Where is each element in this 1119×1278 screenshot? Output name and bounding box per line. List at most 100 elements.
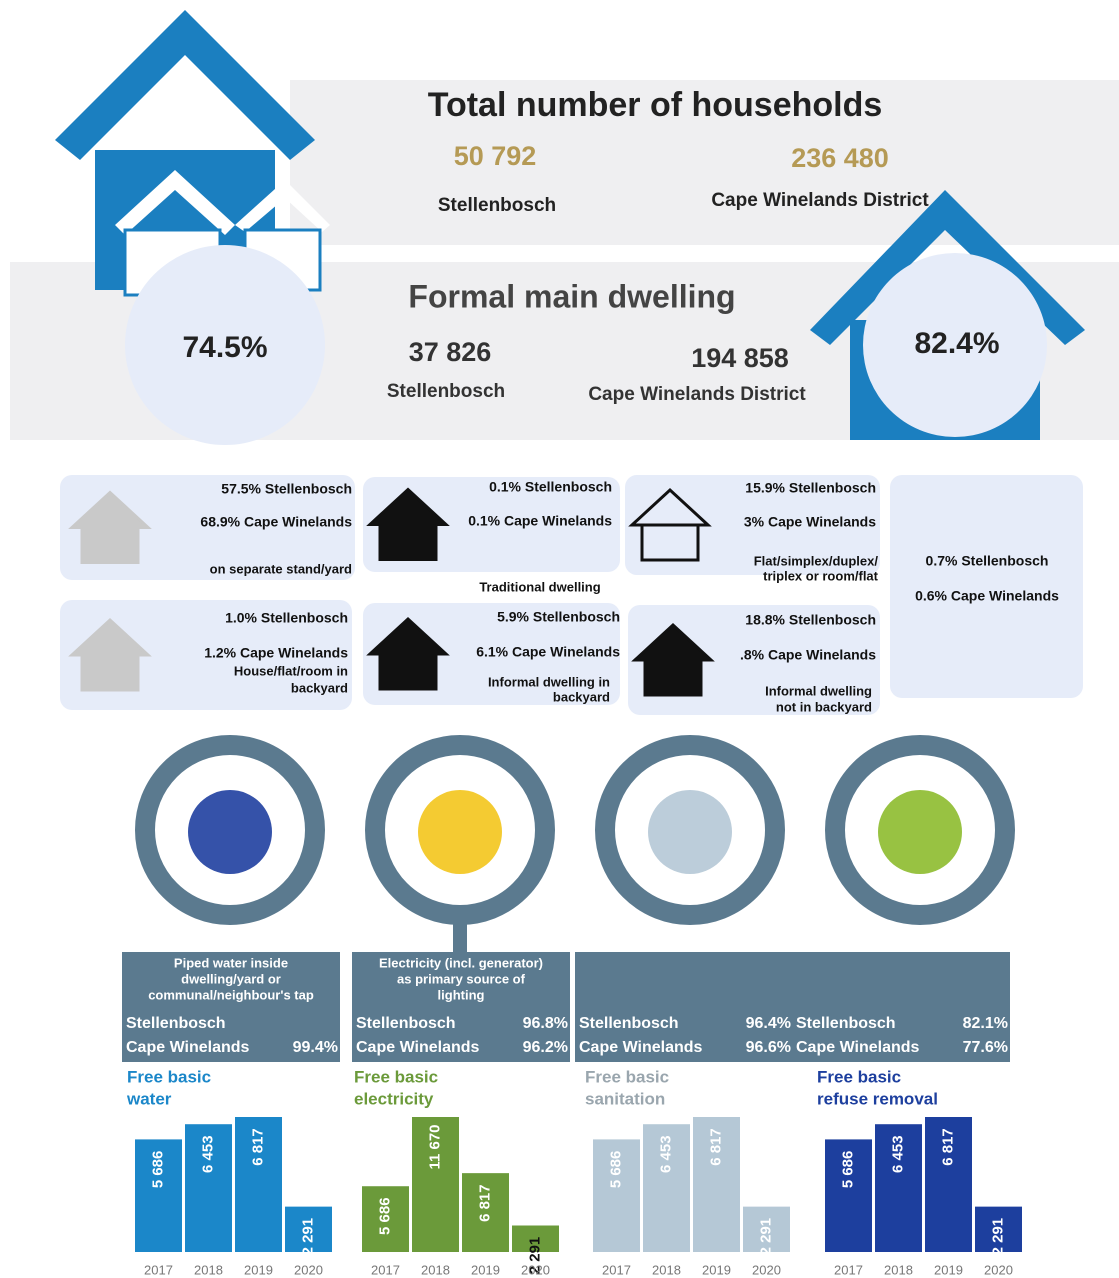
dwelling-stat: 1.0% Stellenbosch bbox=[225, 610, 348, 626]
x-tick-label: 2018 bbox=[884, 1262, 913, 1277]
bar-label: 2 291 bbox=[299, 1218, 316, 1256]
dwelling-box bbox=[890, 475, 1083, 698]
x-tick-label: 2020 bbox=[984, 1262, 1013, 1277]
dwelling-stat: 1.2% Cape Winelands bbox=[204, 645, 348, 661]
service-row-name: Stellenbosch bbox=[579, 1015, 679, 1032]
service-title: communal/neighbour's tap bbox=[148, 987, 314, 1002]
x-tick-label: 2019 bbox=[244, 1262, 273, 1277]
bar-label: 6 817 bbox=[249, 1128, 266, 1166]
bar-label: 6 453 bbox=[657, 1135, 674, 1173]
dwelling-stat: 18.8% Stellenbosch bbox=[745, 612, 876, 628]
x-tick-label: 2017 bbox=[834, 1262, 863, 1277]
title: Total number of households bbox=[428, 86, 883, 124]
service-title: Piped water inside bbox=[174, 955, 288, 970]
label: Stellenbosch bbox=[387, 381, 505, 402]
service-icon bbox=[418, 790, 502, 874]
dwelling-type: Traditional dwelling bbox=[479, 579, 600, 594]
service-title: dwelling/yard or bbox=[181, 971, 281, 986]
number: 50 792 bbox=[454, 141, 537, 171]
icon-body bbox=[80, 653, 140, 692]
label: Stellenbosch bbox=[438, 195, 556, 216]
icon-body bbox=[643, 658, 703, 697]
chart-title: electricity bbox=[354, 1089, 434, 1108]
bar bbox=[462, 1173, 509, 1252]
bar bbox=[743, 1206, 790, 1252]
percent-circle bbox=[125, 245, 325, 445]
dwelling-type: Flat/simplex/duplex/ bbox=[754, 553, 879, 568]
bar bbox=[593, 1139, 640, 1252]
service-box bbox=[352, 952, 570, 1062]
dwelling-icon bbox=[68, 490, 152, 564]
bar-label: 5 686 bbox=[839, 1151, 856, 1189]
service-row-value: 96.6% bbox=[746, 1039, 791, 1056]
bar bbox=[825, 1139, 872, 1252]
dwelling-type: House/flat/room in bbox=[234, 663, 348, 678]
dwelling-stat: 3% Cape Winelands bbox=[744, 514, 876, 530]
chart-title: Free basic bbox=[817, 1067, 901, 1086]
dwelling-type: backyard bbox=[291, 680, 348, 695]
bar-label: 2 291 bbox=[989, 1218, 1006, 1256]
title: Formal main dwelling bbox=[408, 278, 735, 314]
dwelling-icon bbox=[366, 487, 450, 561]
chart-title: sanitation bbox=[585, 1089, 665, 1108]
service-row-value: 96.2% bbox=[523, 1039, 568, 1056]
bar-label: 6 817 bbox=[476, 1184, 493, 1222]
dwelling-stat: 68.9% Cape Winelands bbox=[200, 514, 352, 530]
service-row-name: Stellenbosch bbox=[126, 1015, 226, 1032]
x-tick-label: 2020 bbox=[521, 1262, 550, 1277]
icon-body bbox=[378, 523, 438, 561]
icon-body bbox=[378, 652, 438, 691]
bar bbox=[412, 1117, 459, 1252]
bar-label: 5 686 bbox=[607, 1151, 624, 1189]
service-row-value: 77.6% bbox=[963, 1039, 1008, 1056]
chart-title: Free basic bbox=[354, 1067, 438, 1086]
service-box bbox=[792, 952, 1010, 1062]
x-tick-label: 2018 bbox=[194, 1262, 223, 1277]
label: Cape Winelands District bbox=[711, 190, 929, 211]
service-row-name: Stellenbosch bbox=[356, 1015, 456, 1032]
number: 236 480 bbox=[791, 143, 889, 173]
dwelling-stat: .8% Cape Winelands bbox=[740, 647, 876, 663]
bar bbox=[185, 1124, 232, 1252]
service-title: as primary source of bbox=[397, 971, 526, 986]
dwelling-icon bbox=[366, 616, 450, 691]
x-tick-label: 2019 bbox=[934, 1262, 963, 1277]
bar bbox=[135, 1139, 182, 1252]
bar-label: 2 291 bbox=[757, 1218, 774, 1256]
chart-title: refuse removal bbox=[817, 1089, 938, 1108]
number: 194 858 bbox=[691, 343, 789, 373]
x-tick-label: 2017 bbox=[602, 1262, 631, 1277]
service-icon bbox=[188, 790, 272, 874]
service-title: Electricity (incl. generator) bbox=[379, 955, 543, 970]
label: Cape Winelands District bbox=[588, 384, 806, 405]
dwelling-icon bbox=[628, 487, 712, 562]
x-tick-label: 2018 bbox=[421, 1262, 450, 1277]
service-row-value: 96.4% bbox=[746, 1015, 791, 1032]
bar bbox=[693, 1117, 740, 1252]
dwelling-stat: 15.9% Stellenbosch bbox=[745, 480, 876, 496]
bar-label: 6 453 bbox=[889, 1135, 906, 1173]
percent: 74.5% bbox=[182, 331, 267, 364]
dwelling-type: backyard bbox=[553, 689, 610, 704]
service-row-name: Stellenbosch bbox=[796, 1015, 896, 1032]
bar bbox=[362, 1186, 409, 1252]
service-row-value: 99.4% bbox=[293, 1039, 338, 1056]
bar-label: 6 453 bbox=[199, 1135, 216, 1173]
dwelling-stat: 0.1% Cape Winelands bbox=[468, 513, 612, 529]
band bbox=[290, 80, 1119, 245]
x-tick-label: 2017 bbox=[371, 1262, 400, 1277]
x-tick-label: 2020 bbox=[294, 1262, 323, 1277]
dwelling-box bbox=[625, 475, 880, 575]
bar bbox=[235, 1117, 282, 1252]
dwelling-icon bbox=[631, 622, 715, 697]
bar bbox=[512, 1225, 559, 1252]
dwelling-type: triplex or room/flat bbox=[763, 568, 879, 583]
bar bbox=[285, 1206, 332, 1252]
bar-label: 5 686 bbox=[376, 1197, 393, 1235]
bar bbox=[643, 1124, 690, 1252]
bar-label: 2 291 bbox=[526, 1237, 543, 1275]
bar-label: 6 817 bbox=[707, 1128, 724, 1166]
number: 37 826 bbox=[409, 337, 492, 367]
service-box bbox=[575, 952, 793, 1062]
dwelling-type: on separate stand/yard bbox=[210, 561, 352, 576]
